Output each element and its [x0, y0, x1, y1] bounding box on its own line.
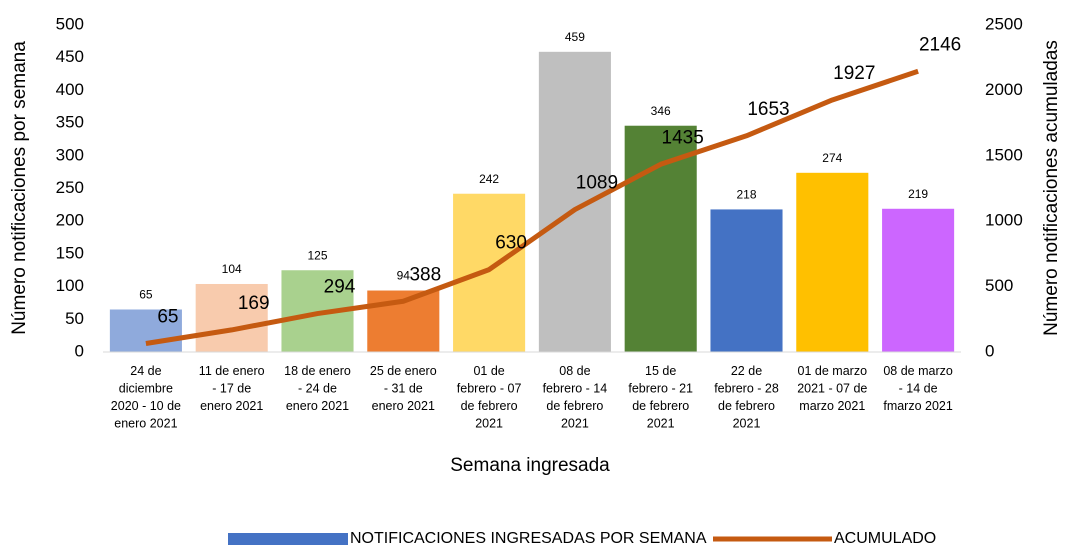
line-value-label: 1927 [833, 63, 875, 84]
line-value-label: 1435 [662, 127, 704, 148]
y2-axis-title: Número notificaciones acumuladas [1041, 40, 1062, 336]
bar-value-label: 94 [397, 269, 411, 283]
x-tick-label: 22 de febrero - 28 de febrero 2021 [714, 364, 779, 431]
y-tick-label: 0 [75, 341, 84, 360]
y2-tick-label: 2000 [985, 80, 1023, 99]
y-tick-label: 100 [56, 276, 84, 295]
legend-swatch [228, 533, 348, 545]
bar [882, 208, 955, 352]
line-value-label: 1089 [576, 173, 618, 194]
bar-value-label: 242 [479, 172, 499, 186]
bar-value-label: 125 [307, 248, 327, 262]
x-tick-label: 01 de febrero - 07 de febrero 2021 [457, 364, 522, 431]
line-value-label: 294 [324, 277, 356, 298]
y2-tick-label: 500 [985, 276, 1013, 295]
y-tick-label: 350 [56, 113, 84, 132]
y-tick-label: 150 [56, 243, 84, 262]
line-value-label: 388 [409, 264, 441, 285]
bar [109, 309, 182, 352]
bar-value-label: 219 [908, 187, 928, 201]
y-tick-label: 250 [56, 178, 84, 197]
line-value-label: 630 [495, 233, 527, 254]
x-tick-label: 01 de marzo 2021 - 07 de marzo 2021 [797, 364, 867, 413]
bar-value-label: 346 [651, 104, 671, 118]
legend-label: NOTIFICACIONES INGRESADAS POR SEMANA [350, 530, 707, 545]
y-tick-label: 500 [56, 14, 84, 33]
bar [710, 209, 783, 352]
bar-value-label: 274 [822, 151, 842, 165]
line-value-label: 65 [157, 307, 178, 328]
x-tick-label: 15 de febrero - 21 de febrero 2021 [628, 364, 693, 431]
y-axis-title: Número notificaciones por semana [9, 41, 30, 335]
line [145, 68, 919, 346]
y2-tick-label: 1000 [985, 211, 1023, 230]
bar [453, 193, 526, 352]
y2-tick-label: 1500 [985, 145, 1023, 164]
x-tick-label: 08 de febrero - 14 de febrero 2021 [543, 364, 608, 431]
bar [538, 51, 611, 353]
x-tick-label: 18 de enero - 24 de enero 2021 [284, 364, 351, 413]
x-tick-label: 25 de enero - 31 de enero 2021 [370, 364, 437, 413]
y-tick-label: 400 [56, 80, 84, 99]
x-tick-label: 08 de marzo - 14 de fmarzo 2021 [883, 364, 953, 413]
bar-value-label: 104 [222, 262, 242, 276]
line-value-label: 169 [238, 293, 270, 314]
bar-value-label: 218 [736, 188, 756, 202]
x-axis-title: Semana ingresada [450, 455, 610, 476]
y-tick-label: 50 [65, 309, 84, 328]
y-tick-label: 450 [56, 47, 84, 66]
bar-value-label: 65 [139, 288, 153, 302]
bar [796, 172, 869, 352]
x-tick-label: 11 de enero - 17 de enero 2021 [199, 364, 265, 413]
y2-tick-label: 2500 [985, 14, 1023, 33]
bar-value-label: 459 [565, 30, 585, 44]
line-value-label: 2146 [919, 34, 961, 55]
line-value-label: 1653 [747, 99, 789, 120]
y-tick-label: 300 [56, 145, 84, 164]
bar [624, 125, 697, 352]
legend-label: ACUMULADO [834, 530, 936, 545]
bar [195, 283, 268, 352]
x-tick-label: 24 de diciembre 2020 - 10 de enero 2021 [111, 364, 181, 431]
y2-tick-label: 0 [985, 341, 994, 360]
y-tick-label: 200 [56, 211, 84, 230]
